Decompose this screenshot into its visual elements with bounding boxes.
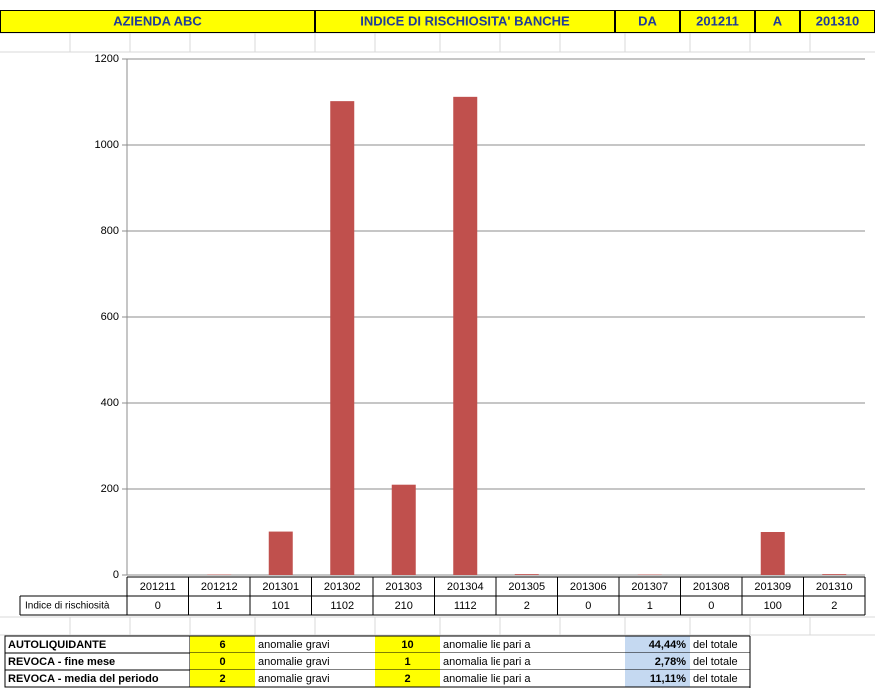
header-cell [0,10,315,33]
table-value: 2 [524,600,530,612]
bar [268,531,293,575]
bar [514,574,539,575]
table-value: 0 [708,600,714,612]
header-cell [615,10,680,33]
summary-cell [190,653,255,670]
summary-text: anomalie gravi [258,639,330,651]
summary-cell [500,670,625,687]
summary-text: del totale [693,656,738,668]
summary-text: anomalia lieve [443,656,513,668]
summary-cell [375,653,440,670]
x-tick-label: 201308 [693,581,730,593]
x-tick-label: 201302 [324,581,361,593]
x-tick-label: 201303 [385,581,422,593]
table-value: 0 [155,600,161,612]
summary-cell [690,653,750,670]
summary-cell [690,636,750,653]
table-value: 1 [216,600,222,612]
summary-text: del totale [693,673,738,685]
summary-text: anomalie gravi [258,673,330,685]
summary-cell [255,670,375,687]
summary-cell [375,670,440,687]
summary-text: 44,44% [649,639,687,651]
header-text: DA [638,13,657,28]
table-value: 0 [585,600,591,612]
x-tick-label: 201301 [262,581,299,593]
y-tick-label: 1200 [95,53,119,65]
table-value: 100 [764,600,782,612]
header-text: 201211 [696,13,739,28]
summary-text: pari a [503,639,531,651]
table-value: 2 [831,600,837,612]
summary-text: anomalie lievi [443,673,510,685]
summary-text: 6 [219,639,225,651]
bar [822,574,847,575]
summary-text: 2,78% [655,656,686,668]
summary-cell [255,636,375,653]
x-tick-label: 201212 [201,581,238,593]
x-tick-label: 201310 [816,581,853,593]
bar [760,532,785,575]
summary-text: 2 [404,673,410,685]
summary-text: pari a [503,656,531,668]
summary-cell [190,636,255,653]
x-tick-label: 201306 [570,581,607,593]
y-tick-label: 1000 [95,139,119,151]
header-text: AZIENDA ABC [113,13,202,28]
y-tick-label: 600 [101,311,119,323]
summary-text: AUTOLIQUIDANTE [8,639,106,651]
summary-text: 0 [219,656,225,668]
y-tick-label: 800 [101,225,119,237]
table-value: 1 [647,600,653,612]
summary-text: 2 [219,673,225,685]
bar [453,96,478,575]
summary-text: 1 [404,656,410,668]
x-tick-label: 201305 [508,581,545,593]
summary-cell [500,653,625,670]
bar [330,101,355,575]
y-tick-label: 200 [101,483,119,495]
header-text: A [773,13,783,28]
y-tick-label: 0 [113,569,119,581]
bar [391,484,416,575]
header-text: 201310 [816,13,859,28]
summary-text: 11,11% [650,673,686,685]
x-tick-label: 201309 [754,581,791,593]
summary-cell [440,653,500,670]
summary-text: 10 [401,639,413,651]
summary-cell [500,636,625,653]
table-value: 1102 [330,600,354,612]
summary-cell [440,670,500,687]
table-value: 101 [272,600,290,612]
summary-cell [255,653,375,670]
summary-cell [440,636,500,653]
summary-cell [625,670,690,687]
header-cell [680,10,755,33]
summary-text: REVOCA - fine mese [8,656,115,668]
summary-cell [375,636,440,653]
summary-cell [625,636,690,653]
y-tick-label: 400 [101,397,119,409]
x-tick-label: 201304 [447,581,484,593]
summary-text: del totale [693,639,738,651]
x-tick-label: 201307 [631,581,668,593]
summary-text: pari a [503,673,531,685]
header-text: INDICE DI RISCHIOSITA' BANCHE [360,13,570,28]
summary-text: REVOCA - media del periodo [8,673,159,685]
row-label: Indice di rischiosità [25,601,110,612]
summary-cell [625,653,690,670]
header-cell [755,10,800,33]
summary-text: anomalie gravi [258,656,330,668]
header-cell [315,10,615,33]
table-value: 210 [395,600,413,612]
x-tick-label: 201211 [140,581,176,593]
table-value: 1112 [454,600,477,612]
summary-cell [690,670,750,687]
summary-text: anomalie lievi [443,639,510,651]
summary-cell [190,670,255,687]
